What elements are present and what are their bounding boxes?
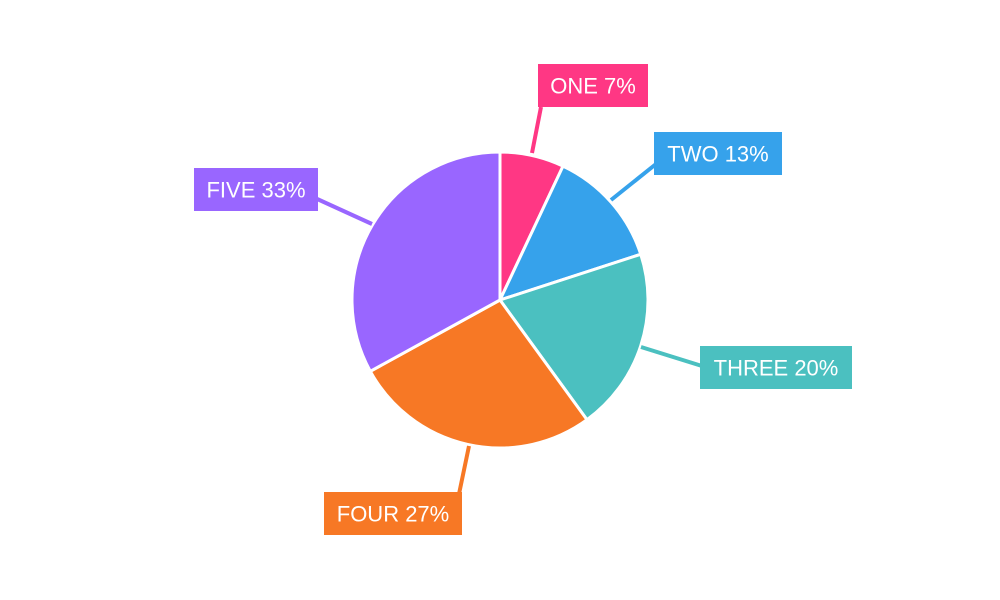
slice-label-three: THREE 20% — [700, 346, 852, 389]
slice-label-box-two — [654, 132, 782, 175]
leader-line-four — [457, 445, 471, 495]
slice-label-box-four — [324, 492, 462, 535]
leader-line-five — [314, 196, 373, 226]
pie-slice-five — [350, 150, 502, 373]
labels-layer: ONE 7% TWO 13% THREE 20% FOUR 27% FIVE 33% — [194, 64, 852, 535]
slice-label-box-three — [700, 346, 852, 389]
slices-layer — [350, 150, 650, 450]
pie-slice-two — [498, 164, 643, 302]
leader-line-two — [609, 162, 658, 202]
pie-slice-three — [498, 252, 650, 422]
pie-slice-four — [368, 298, 589, 450]
leader-line-one — [530, 106, 543, 154]
slice-label-box-one — [538, 64, 648, 107]
slice-label-text-two: TWO 13% — [667, 142, 768, 167]
slice-label-one: ONE 7% — [538, 64, 648, 107]
slice-label-text-three: THREE 20% — [714, 356, 839, 381]
slice-label-text-one: ONE 7% — [550, 74, 636, 99]
leader-lines-layer — [314, 106, 703, 495]
slice-label-four: FOUR 27% — [324, 492, 462, 535]
slice-label-text-four: FOUR 27% — [337, 502, 449, 527]
leader-line-three — [640, 345, 703, 368]
slice-label-text-five: FIVE 33% — [206, 178, 305, 203]
slice-label-two: TWO 13% — [654, 132, 782, 175]
slice-label-box-five — [194, 168, 318, 211]
slice-label-five: FIVE 33% — [194, 168, 318, 211]
